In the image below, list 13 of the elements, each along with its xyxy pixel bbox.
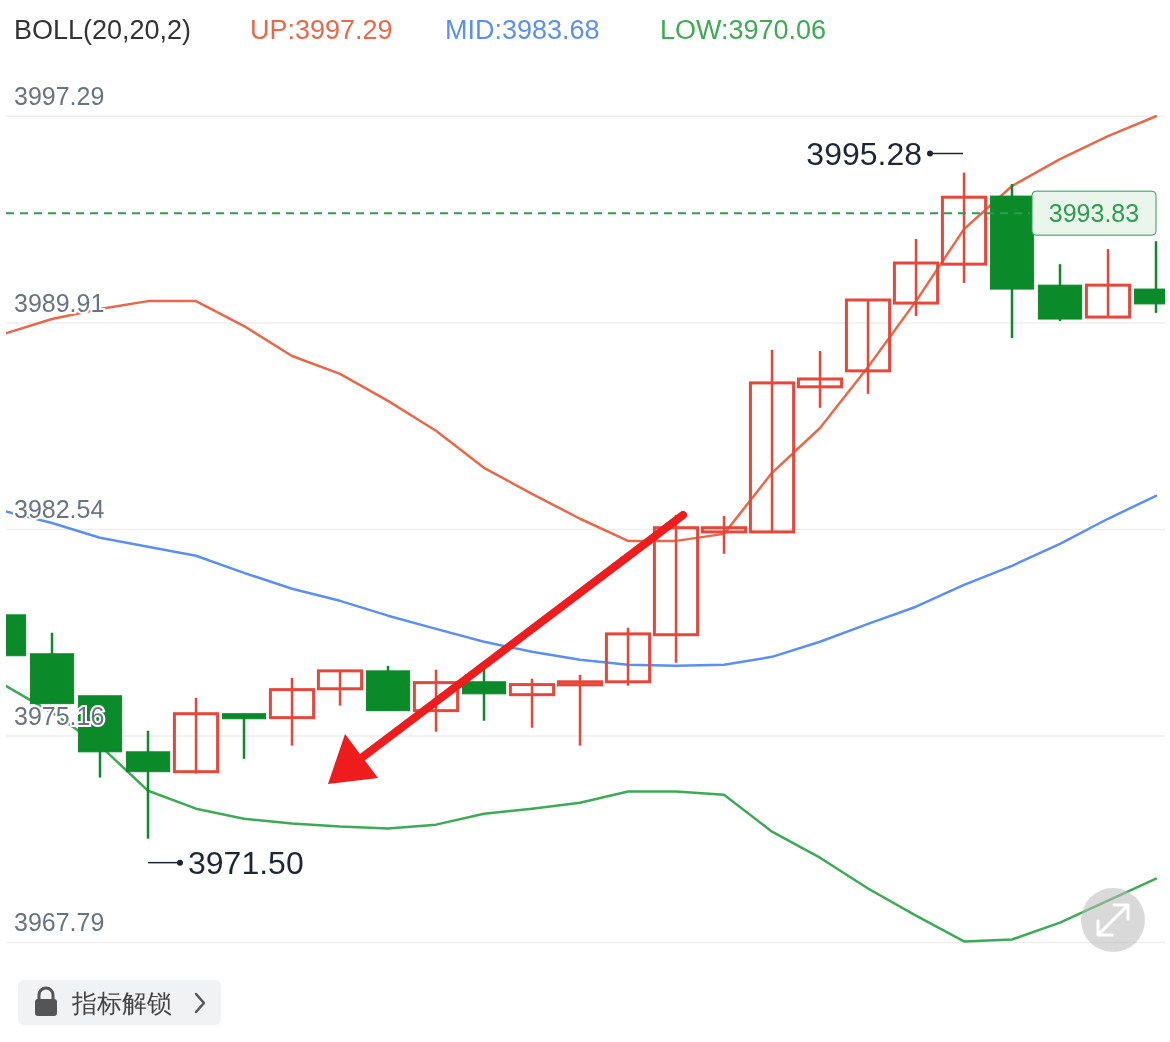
y-tick-label: 3982.54 — [14, 495, 105, 524]
annotation: 3971.50 — [188, 844, 304, 881]
y-tick-label: 3989.91 — [14, 288, 105, 317]
y-tick-label: 3967.79 — [14, 908, 105, 937]
text: MID:3983.68 — [445, 15, 600, 46]
legend-title: BOLL(20,20,2) — [14, 15, 192, 46]
annotation: 指标解锁 — [71, 988, 172, 1017]
text: LOW:3970.06 — [660, 15, 827, 46]
unlock-button: 指标解锁 — [18, 980, 221, 1025]
text: UP:3997.29 — [250, 15, 393, 46]
y-tick-label: 3997.29 — [14, 81, 105, 110]
annotation: 3995.28 — [806, 135, 922, 172]
ref-line-label: 3993.83 — [1048, 198, 1140, 227]
